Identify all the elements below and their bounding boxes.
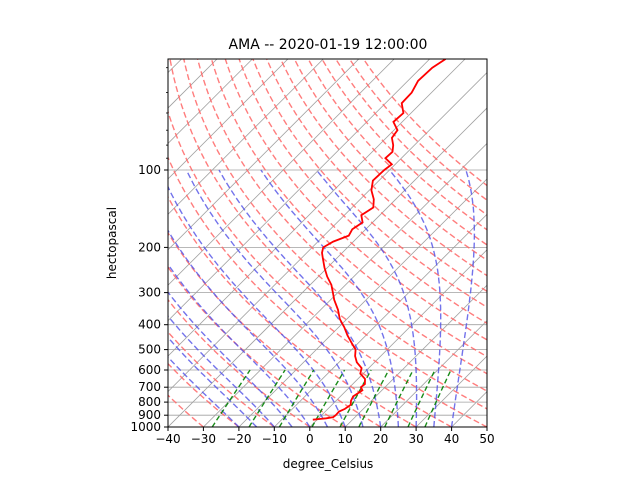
mixing-ratio-line xyxy=(278,369,315,427)
x-tick-label: 40 xyxy=(444,432,459,446)
temperature-line xyxy=(312,59,447,421)
mixing-ratio-line xyxy=(211,369,251,427)
mixing-ratio-line xyxy=(248,369,286,427)
dry-adiabat-line xyxy=(169,59,487,410)
x-tick-label: 30 xyxy=(408,432,423,446)
chart-title: AMA -- 2020-01-19 12:00:00 xyxy=(229,37,428,53)
dry-adiabat-line xyxy=(266,59,487,293)
moist-adiabat-line xyxy=(168,185,346,427)
dry-adiabat-line xyxy=(168,155,452,427)
moist-adiabat-line xyxy=(168,336,258,427)
moist-adiabat-line xyxy=(388,169,442,427)
y-tick-label: 300 xyxy=(138,286,161,300)
dry-adiabat-line xyxy=(224,59,487,341)
isotherm-line xyxy=(168,72,487,393)
y-tick-label: 500 xyxy=(138,343,161,357)
x-tick-label: 20 xyxy=(373,432,388,446)
isotherms xyxy=(0,59,487,427)
dry-adiabat-line xyxy=(196,59,487,375)
dry-adiabat-line xyxy=(279,59,487,277)
dry-adiabat-line xyxy=(168,195,417,427)
isotherm-line xyxy=(168,59,395,286)
isotherm-line xyxy=(238,178,487,427)
dry-adiabat-line xyxy=(307,59,487,246)
x-tick-label: −30 xyxy=(191,432,216,446)
moist-adiabats xyxy=(168,169,476,427)
dry-adiabats xyxy=(168,59,487,427)
y-tick-label: 400 xyxy=(138,318,161,332)
mixing-ratio-line xyxy=(339,369,372,427)
y-tick-label: 100 xyxy=(138,163,161,177)
isotherm-line xyxy=(415,355,487,427)
dry-adiabat-line xyxy=(168,109,487,427)
y-tick-label: 1000 xyxy=(130,420,161,434)
dry-adiabat-line xyxy=(168,265,346,427)
isotherm-line xyxy=(168,59,324,215)
x-tick-label: 50 xyxy=(479,432,494,446)
isotherm-line xyxy=(274,213,487,427)
moist-adiabat-line xyxy=(260,169,400,427)
isotherm-line xyxy=(168,59,360,251)
mixing-ratio-lines xyxy=(211,369,452,427)
isotherm-line xyxy=(203,142,487,427)
moist-adiabat-line xyxy=(168,263,311,427)
plot-background xyxy=(168,59,487,427)
x-axis-label: degree_Celsius xyxy=(283,457,374,471)
plot-frame xyxy=(167,58,488,428)
moist-adiabat-line xyxy=(218,169,382,427)
mixing-ratio-line xyxy=(424,369,452,427)
isotherm-line xyxy=(0,59,111,427)
dry-adiabat-line xyxy=(168,231,382,427)
mixing-ratio-line xyxy=(384,369,414,427)
dry-adiabat-line xyxy=(321,59,487,231)
moist-adiabat-line xyxy=(168,315,275,427)
dry-adiabat-line xyxy=(252,59,487,309)
x-tick-label: 0 xyxy=(306,432,314,446)
isotherm-line xyxy=(344,284,487,427)
dry-adiabat-line xyxy=(183,59,487,392)
isotherm-line xyxy=(309,249,487,427)
mixing-ratio-line xyxy=(358,369,390,427)
isotherm-line xyxy=(168,59,430,322)
isotherm-line xyxy=(486,426,487,427)
moist-adiabat-line xyxy=(168,229,329,427)
isotherm-line xyxy=(168,59,289,180)
isotherm-line xyxy=(168,59,466,357)
x-axis-ticks: −40 −30 −20 −10 0 10 20 30 40 50 xyxy=(155,427,495,446)
moist-adiabat-line xyxy=(185,169,364,427)
y-axis-label: hectopascal xyxy=(105,207,119,279)
mixing-ratio-line xyxy=(407,369,436,427)
isotherm-line xyxy=(168,59,253,144)
x-tick-label: −40 xyxy=(155,432,180,446)
dry-adiabat-line xyxy=(168,362,240,427)
moist-adiabat-line xyxy=(168,356,240,427)
x-tick-label: −20 xyxy=(226,432,251,446)
moist-adiabat-line xyxy=(168,291,293,427)
y-tick-label: 900 xyxy=(138,408,161,422)
y-tick-label: 600 xyxy=(138,363,161,377)
isotherm-line xyxy=(0,59,146,427)
y-tick-label: 700 xyxy=(138,380,161,394)
dry-adiabat-line xyxy=(349,59,487,201)
dry-adiabat-line xyxy=(362,59,487,187)
dry-adiabat-line xyxy=(335,59,487,216)
mixing-ratio-line xyxy=(311,369,346,427)
dry-adiabat-line xyxy=(168,298,311,427)
moist-adiabat-line xyxy=(450,169,476,427)
x-tick-label: −10 xyxy=(262,432,287,446)
y-tick-label: 200 xyxy=(138,240,161,254)
y-tick-label: 800 xyxy=(138,395,161,409)
temperature-profile xyxy=(312,59,447,421)
x-tick-label: 10 xyxy=(338,432,353,446)
